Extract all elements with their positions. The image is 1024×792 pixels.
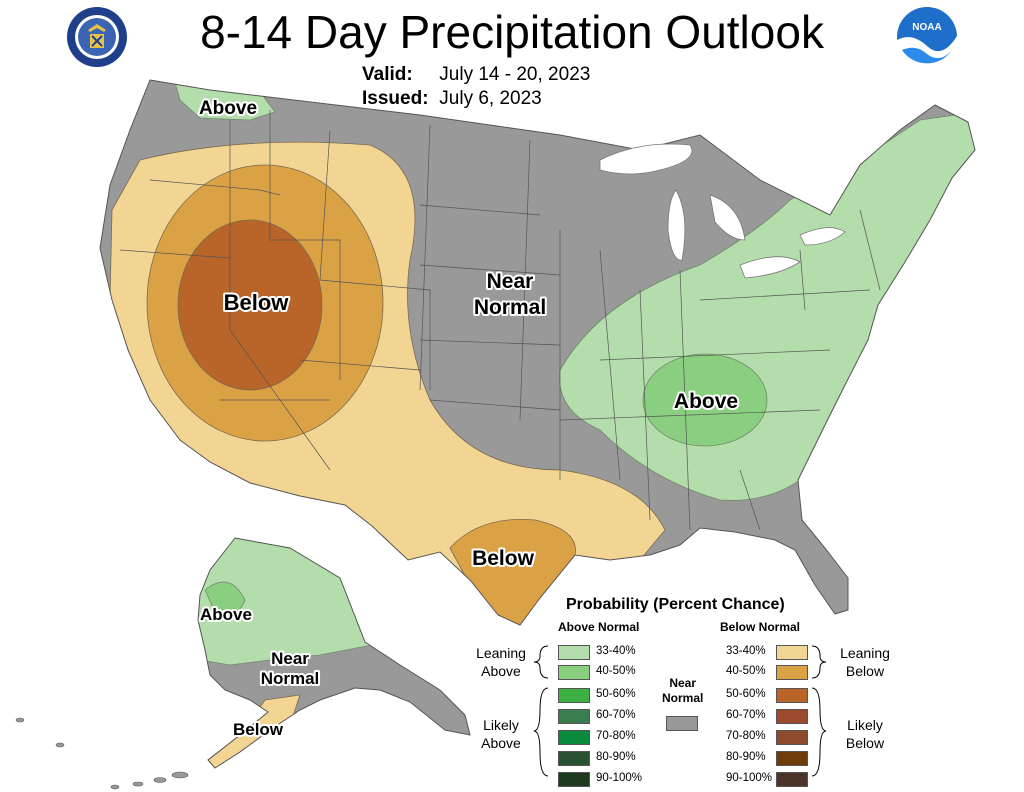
- legend-swatch-below-4: [776, 730, 808, 745]
- legend-swatch-below-3: [776, 709, 808, 724]
- legend-likely-below: Likely Below: [830, 716, 900, 752]
- legend-range-below-0: 33-40%: [726, 645, 766, 657]
- legend-range-below-4: 70-80%: [726, 730, 766, 742]
- valid-line: Valid: July 14 - 20, 2023: [362, 64, 590, 86]
- issued-line: Issued: July 6, 2023: [362, 88, 542, 110]
- map-label-ak-below: Below: [233, 720, 284, 739]
- legend-range-below-1: 40-50%: [726, 665, 766, 677]
- legend-swatch-above-6: [558, 772, 590, 787]
- legend-swatch-above-4: [558, 730, 590, 745]
- noaa-logo-icon: NOAA: [897, 7, 957, 68]
- legend-near-normal-label: Near Normal: [662, 676, 703, 706]
- map-label-east-above: Above: [674, 390, 738, 413]
- small-islands: [15, 717, 65, 748]
- legend-range-below-2: 50-60%: [726, 688, 766, 700]
- issued-label: Issued:: [362, 88, 429, 109]
- doc-seal-icon: [67, 7, 127, 67]
- legend-swatch-above-2: [558, 688, 590, 703]
- legend-likely-below-2: Below: [845, 735, 885, 751]
- map-label-texas-below: Below: [472, 547, 535, 570]
- legend-braces: [533, 645, 827, 777]
- legend-range-below-6: 90-100%: [726, 772, 773, 784]
- legend-leaning-above: Leaning Above: [466, 644, 536, 680]
- map-label-near-normal-2: Normal: [474, 296, 546, 319]
- legend-range-above-6: 90-100%: [596, 772, 643, 784]
- legend-swatch-below-5: [776, 751, 808, 766]
- texas-below-40-50-area: [449, 518, 576, 625]
- map-label-ak-near-2: Normal: [261, 669, 320, 688]
- map-label-near-normal-1: Near: [487, 270, 534, 293]
- legend-swatch-below-1: [776, 665, 808, 680]
- legend-near-2: Normal: [662, 691, 704, 705]
- page-title: 8-14 Day Precipitation Outlook: [200, 6, 824, 58]
- legend-swatch-below-6: [776, 772, 808, 787]
- legend-range-below-5: 80-90%: [726, 751, 766, 763]
- legend-range-above-0: 33-40%: [596, 645, 636, 657]
- legend-leaning-above-2: Above: [481, 663, 521, 679]
- legend-swatch-above-5: [558, 751, 590, 766]
- legend-range-above-1: 40-50%: [596, 665, 636, 677]
- legend-swatch-below-2: [776, 688, 808, 703]
- legend-swatch-above-0: [558, 645, 590, 660]
- great-lakes: [599, 143, 846, 279]
- legend-near-1: Near: [669, 676, 697, 690]
- issued-value: July 6, 2023: [439, 88, 542, 109]
- aleutian-islands: [110, 771, 189, 790]
- legend-leaning-below-2: Below: [845, 663, 885, 679]
- legend-swatch-above-3: [558, 709, 590, 724]
- legend-swatch-above-1: [558, 665, 590, 680]
- legend-below-header: Below Normal: [720, 620, 801, 634]
- legend-range-above-4: 70-80%: [596, 730, 636, 742]
- legend-leaning-below: Leaning Below: [830, 644, 900, 680]
- legend-range-above-5: 80-90%: [596, 751, 636, 763]
- legend-likely-above-1: Likely: [483, 717, 519, 733]
- legend-range-above-3: 60-70%: [596, 709, 636, 721]
- valid-label: Valid:: [362, 64, 413, 85]
- svg-text:NOAA: NOAA: [912, 22, 941, 33]
- map-label-ak-above: Above: [200, 605, 252, 624]
- legend-range-below-3: 60-70%: [726, 709, 766, 721]
- legend-likely-below-1: Likely: [847, 717, 883, 733]
- legend-range-above-2: 50-60%: [596, 688, 636, 700]
- map-label-nw-above: Above: [199, 98, 257, 119]
- legend-title: Probability (Percent Chance): [566, 596, 785, 613]
- legend-likely-above: Likely Above: [466, 716, 536, 752]
- state-borders: [119, 110, 881, 531]
- legend-above-header: Above Normal: [558, 620, 640, 634]
- east-above-40-50-area: [642, 353, 768, 447]
- map-label-ak-near-1: Near: [271, 649, 309, 668]
- alaska-above-40-50-area: [204, 581, 246, 615]
- map-label-west-below: Below: [224, 290, 290, 315]
- legend-swatch-near-normal: [666, 716, 698, 731]
- legend-swatch-below-0: [776, 645, 808, 660]
- legend-leaning-below-1: Leaning: [840, 645, 890, 661]
- valid-value: July 14 - 20, 2023: [439, 64, 591, 85]
- west-below-50-60-area: [177, 219, 323, 391]
- legend-likely-above-2: Above: [481, 735, 521, 751]
- legend-leaning-above-1: Leaning: [476, 645, 526, 661]
